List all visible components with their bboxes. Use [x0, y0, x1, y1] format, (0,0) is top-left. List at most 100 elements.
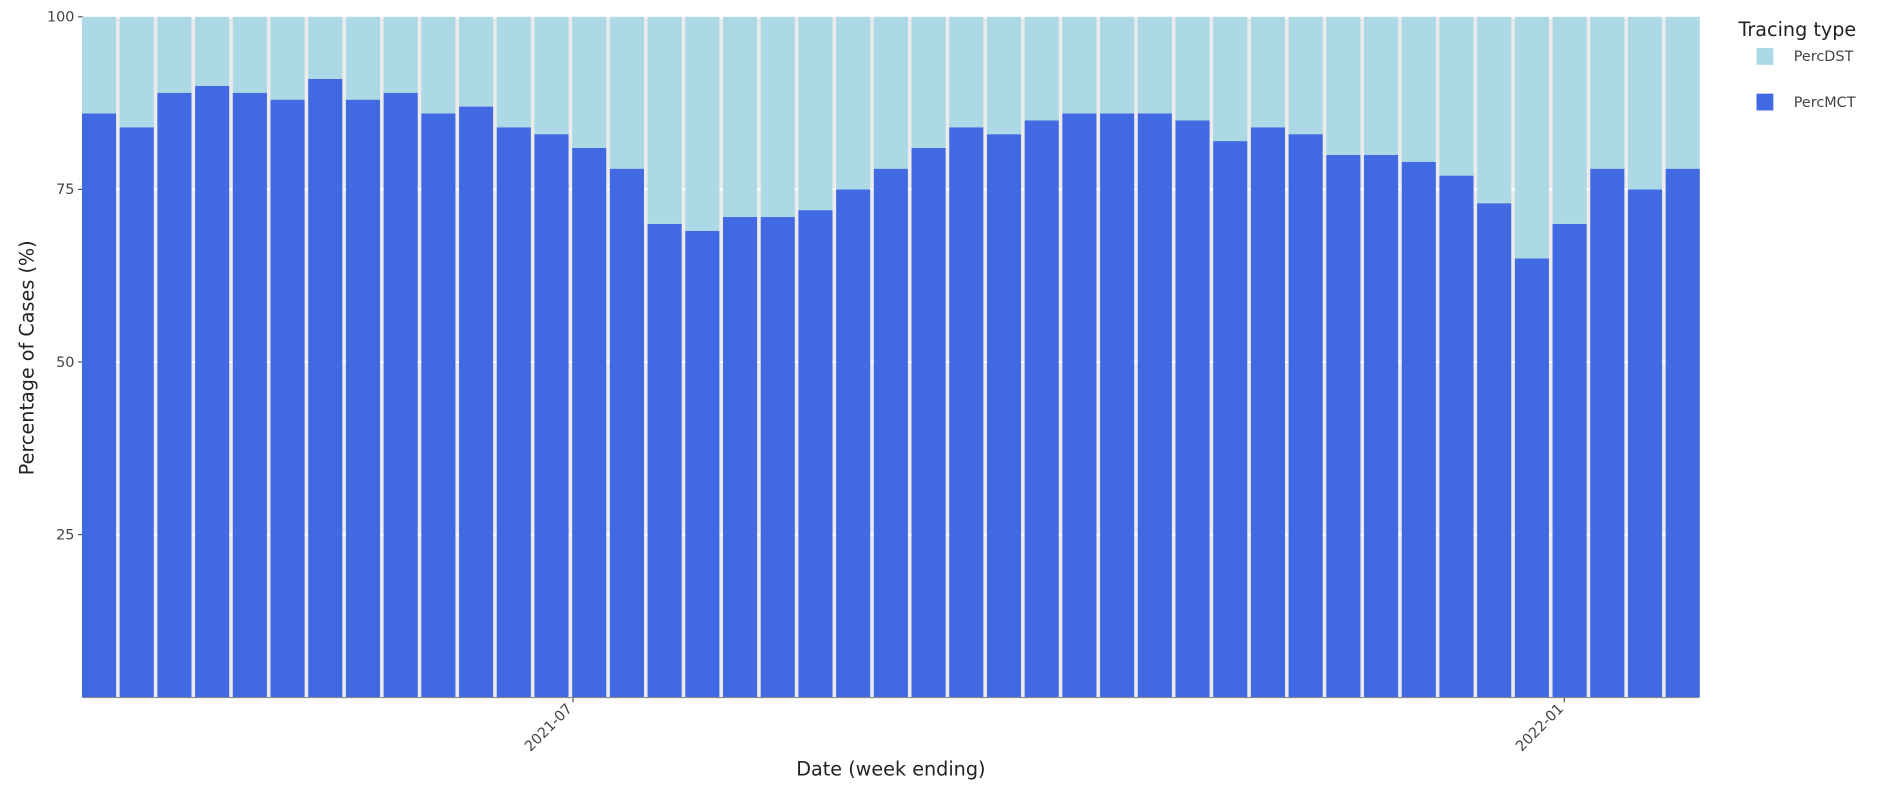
bar-segment [1288, 16, 1323, 135]
bar-segment [1552, 16, 1587, 224]
bar-segment [572, 16, 607, 148]
bar-segment [836, 16, 871, 190]
bar-segment [308, 78, 343, 698]
bar-segment [81, 113, 117, 698]
bar-segment [986, 16, 1022, 135]
bar-segment [1062, 16, 1097, 114]
bar-segment [1250, 127, 1285, 698]
bar-segment [496, 16, 531, 128]
bar-segment [798, 210, 833, 698]
bar-segment [1250, 16, 1285, 128]
y-tick-label: 25 [56, 527, 74, 543]
bar-segment [1439, 16, 1474, 176]
bar-segment [1062, 113, 1097, 698]
bar-segment [798, 16, 833, 211]
bar-segment [1477, 16, 1512, 204]
bar-segment [1627, 189, 1663, 698]
bar-segment [345, 99, 381, 698]
bar-segment [157, 92, 192, 698]
legend-title: Tracing type [1738, 18, 1857, 41]
bar-segment [1326, 154, 1361, 698]
bar-segment [986, 134, 1022, 698]
bar-segment [459, 106, 494, 698]
bar-segment [1514, 258, 1549, 698]
y-tick-label: 50 [56, 355, 74, 371]
bar-segment [534, 134, 569, 698]
bar-segment [1627, 16, 1663, 190]
bar-segment [949, 16, 984, 128]
bar-segment [836, 189, 871, 698]
bar-segment [421, 113, 456, 698]
legend-swatch [1756, 93, 1774, 111]
bar-segment [1137, 16, 1172, 114]
y-tick-label: 100 [47, 10, 74, 26]
bar-segment [949, 127, 984, 698]
bar-segment [1213, 141, 1248, 698]
bar-segment [760, 217, 795, 698]
bar-segment [1514, 16, 1549, 259]
bar-segment [1137, 113, 1172, 698]
y-tick-label: 75 [56, 182, 74, 198]
bar-segment [1175, 16, 1210, 121]
bar-segment [1590, 16, 1625, 169]
bar-segment [496, 127, 531, 698]
bar-segment [1175, 120, 1210, 698]
bar-segment [911, 16, 946, 148]
bar-segment [1590, 168, 1625, 698]
y-axis-title: Percentage of Cases (%) [16, 240, 39, 475]
bar-segment [1024, 120, 1059, 698]
bar-segment [308, 16, 343, 79]
bar-segment [760, 16, 795, 218]
bar-segment [232, 92, 267, 698]
bar-segment [722, 16, 758, 218]
bar-segment [1401, 16, 1436, 162]
bar-segment [270, 99, 305, 698]
bar-segment [1665, 168, 1700, 698]
bar-segment [873, 16, 908, 169]
bar-segment [647, 16, 682, 224]
bar-segment [459, 16, 494, 107]
legend-label: PercMCT [1794, 95, 1856, 111]
bar-segment [609, 16, 644, 169]
bar-segment [270, 16, 305, 100]
bar-segment [1665, 16, 1700, 169]
legend-label: PercDST [1794, 49, 1854, 65]
bar-segment [609, 168, 644, 698]
bar-segment [1100, 113, 1135, 698]
bar-segment [383, 16, 418, 93]
bar-segment [119, 127, 154, 698]
bar-segment [119, 16, 154, 128]
bar-segment [1552, 223, 1587, 698]
x-tick-label: 2021-07 [522, 701, 576, 755]
bar-segment [911, 147, 946, 698]
bar-segment [383, 92, 418, 698]
bar-segment [1364, 16, 1399, 155]
bar-segment [1024, 16, 1059, 121]
bar-segment [1364, 154, 1399, 698]
bar-segment [1213, 16, 1248, 142]
bar-segment [722, 217, 758, 698]
bar-segment [81, 16, 117, 114]
bar-segment [157, 16, 192, 93]
bar-segment [345, 16, 381, 100]
x-axis-title: Date (week ending) [796, 758, 985, 781]
bar-segment [1439, 175, 1474, 698]
legend-swatch [1756, 48, 1774, 65]
bar-segment [232, 16, 267, 93]
bar-segment [1477, 203, 1512, 698]
bar-segment [195, 85, 230, 698]
bar-segment [685, 230, 720, 698]
bar-segment [1401, 161, 1436, 698]
bar-segment [195, 16, 230, 86]
x-tick-label: 2022-01 [1513, 701, 1567, 755]
bar-segment [421, 16, 456, 114]
bar-segment [647, 223, 682, 698]
bar-segment [873, 168, 908, 698]
bar-segment [534, 16, 569, 135]
bar-segment [1326, 16, 1361, 155]
bar-segment [1288, 134, 1323, 698]
bar-segment [572, 147, 607, 698]
bar-segment [1100, 16, 1135, 114]
bar-segment [685, 16, 720, 231]
